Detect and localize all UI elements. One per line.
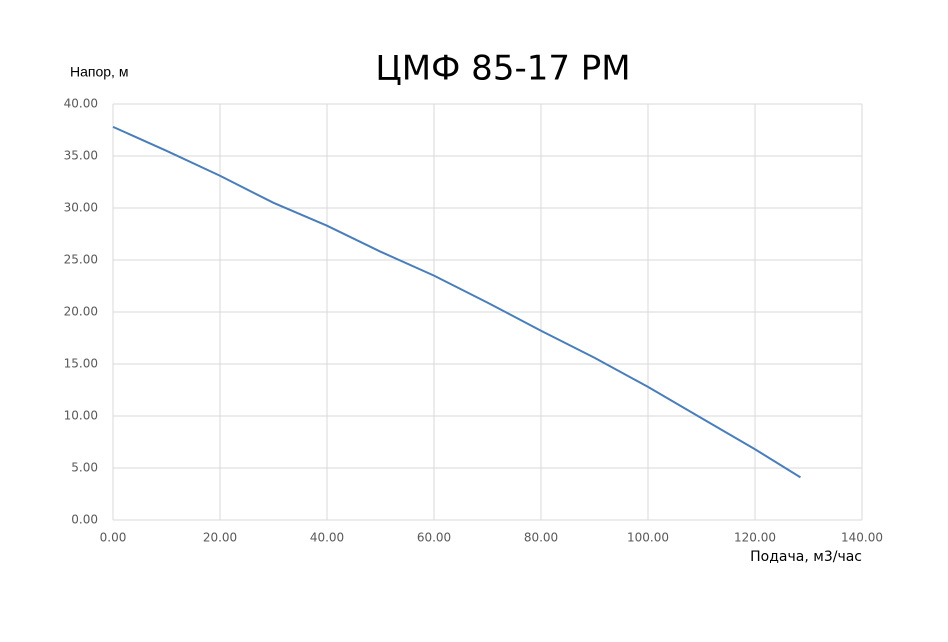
y-axis-label: Напор, м <box>70 64 128 80</box>
y-tick-label: 0.00 <box>71 513 98 527</box>
y-tick-label: 30.00 <box>64 201 98 215</box>
y-tick-label: 5.00 <box>71 461 98 475</box>
y-tick-label: 20.00 <box>64 305 98 319</box>
x-tick-label: 120.00 <box>734 531 776 545</box>
x-tick-label: 100.00 <box>627 531 669 545</box>
y-tick-label: 35.00 <box>64 149 98 163</box>
y-tick-label: 25.00 <box>64 253 98 267</box>
data-line <box>112 125 802 479</box>
y-tick-label: 15.00 <box>64 357 98 371</box>
x-axis-label: Подача, м3/час <box>750 549 862 565</box>
y-tick-label: 40.00 <box>64 97 98 111</box>
y-tick-label: 10.00 <box>64 409 98 423</box>
x-tick-label: 140.00 <box>841 531 883 545</box>
x-tick-label: 60.00 <box>417 531 451 545</box>
x-tick-label: 0.00 <box>100 531 127 545</box>
x-tick-label: 40.00 <box>310 531 344 545</box>
x-tick-label: 80.00 <box>524 531 558 545</box>
chart-title: ЦМФ 85-17 РМ <box>375 49 630 89</box>
x-tick-label: 20.00 <box>203 531 237 545</box>
